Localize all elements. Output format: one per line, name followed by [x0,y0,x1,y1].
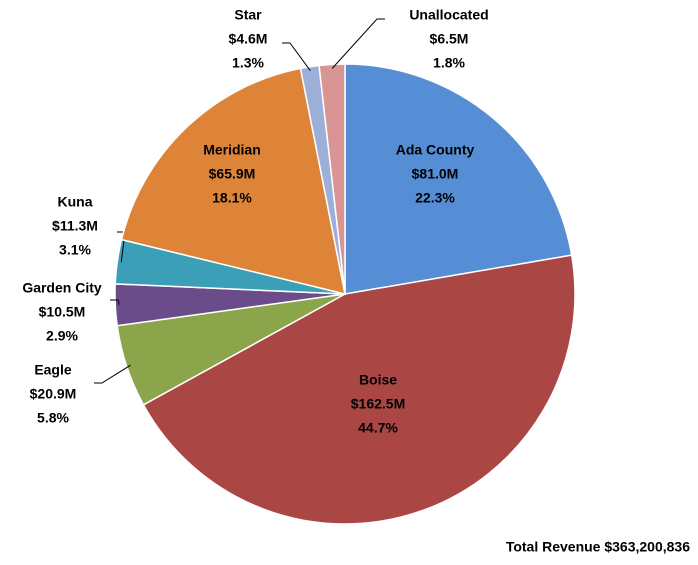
value-label: 1.3% [232,55,264,71]
pie-slice [344,63,573,295]
pie-slice [318,63,346,295]
pie-slice [120,67,346,296]
slice-label: Boise [359,372,397,388]
footnote: Total Revenue $363,200,836 [506,539,690,555]
amount-label: $162.5M [351,396,405,412]
slice-label: Kuna [58,194,93,210]
value-label: 1.8% [433,55,465,71]
slice-label: Unallocated [409,7,488,23]
value-label: 2.9% [46,328,78,344]
leader-line [282,42,311,71]
amount-label: $6.5M [430,31,469,47]
amount-label: $11.3M [52,218,98,234]
slice-label: Ada County [396,142,475,158]
leader-line [94,364,131,384]
slice-label: Garden City [22,280,102,296]
value-label: 22.3% [415,190,455,206]
amount-label: $81.0M [412,166,459,182]
slice-label: Meridian [203,142,261,158]
amount-label: $20.9M [30,386,77,402]
value-label: 44.7% [358,420,398,436]
value-label: 3.1% [59,242,91,258]
value-label: 18.1% [212,190,252,206]
amount-label: $4.6M [229,31,268,47]
leader-line [331,18,385,69]
leader-line [110,299,120,305]
pie-slice [142,254,576,525]
slice-label: Eagle [34,362,72,378]
slice-label: Star [234,7,262,23]
amount-label: $10.5M [39,304,86,320]
amount-label: $65.9M [209,166,256,182]
value-label: 5.8% [37,410,69,426]
